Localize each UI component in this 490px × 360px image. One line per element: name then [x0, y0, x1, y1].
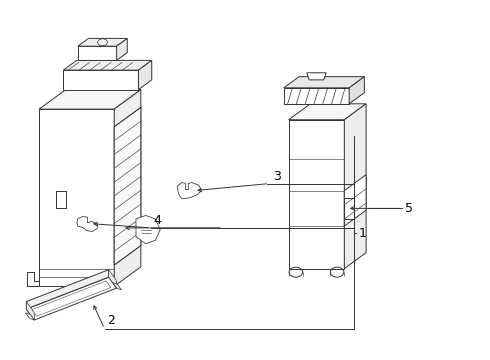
- Polygon shape: [307, 73, 326, 80]
- Polygon shape: [113, 283, 122, 290]
- Polygon shape: [32, 281, 111, 316]
- Polygon shape: [78, 46, 117, 60]
- Polygon shape: [63, 60, 152, 70]
- Polygon shape: [114, 107, 141, 265]
- Text: 2: 2: [107, 314, 115, 327]
- Polygon shape: [26, 302, 34, 320]
- Polygon shape: [39, 109, 114, 286]
- Polygon shape: [284, 88, 349, 104]
- Polygon shape: [349, 77, 365, 104]
- Text: 3: 3: [272, 170, 280, 183]
- Polygon shape: [26, 270, 109, 309]
- Polygon shape: [177, 183, 201, 199]
- Polygon shape: [289, 120, 344, 269]
- Text: 1: 1: [359, 227, 367, 240]
- Polygon shape: [136, 215, 160, 244]
- Polygon shape: [63, 70, 138, 90]
- Polygon shape: [78, 39, 127, 46]
- Polygon shape: [114, 90, 141, 286]
- Polygon shape: [289, 104, 366, 120]
- Polygon shape: [138, 60, 152, 90]
- Text: 4: 4: [153, 214, 161, 227]
- Polygon shape: [344, 175, 366, 226]
- Polygon shape: [344, 104, 366, 269]
- Polygon shape: [117, 39, 127, 60]
- Polygon shape: [344, 198, 354, 219]
- Polygon shape: [109, 270, 117, 288]
- Polygon shape: [26, 277, 117, 320]
- Polygon shape: [77, 216, 97, 231]
- Polygon shape: [25, 313, 34, 320]
- Text: 5: 5: [405, 202, 413, 215]
- Polygon shape: [284, 77, 365, 88]
- Polygon shape: [39, 90, 141, 109]
